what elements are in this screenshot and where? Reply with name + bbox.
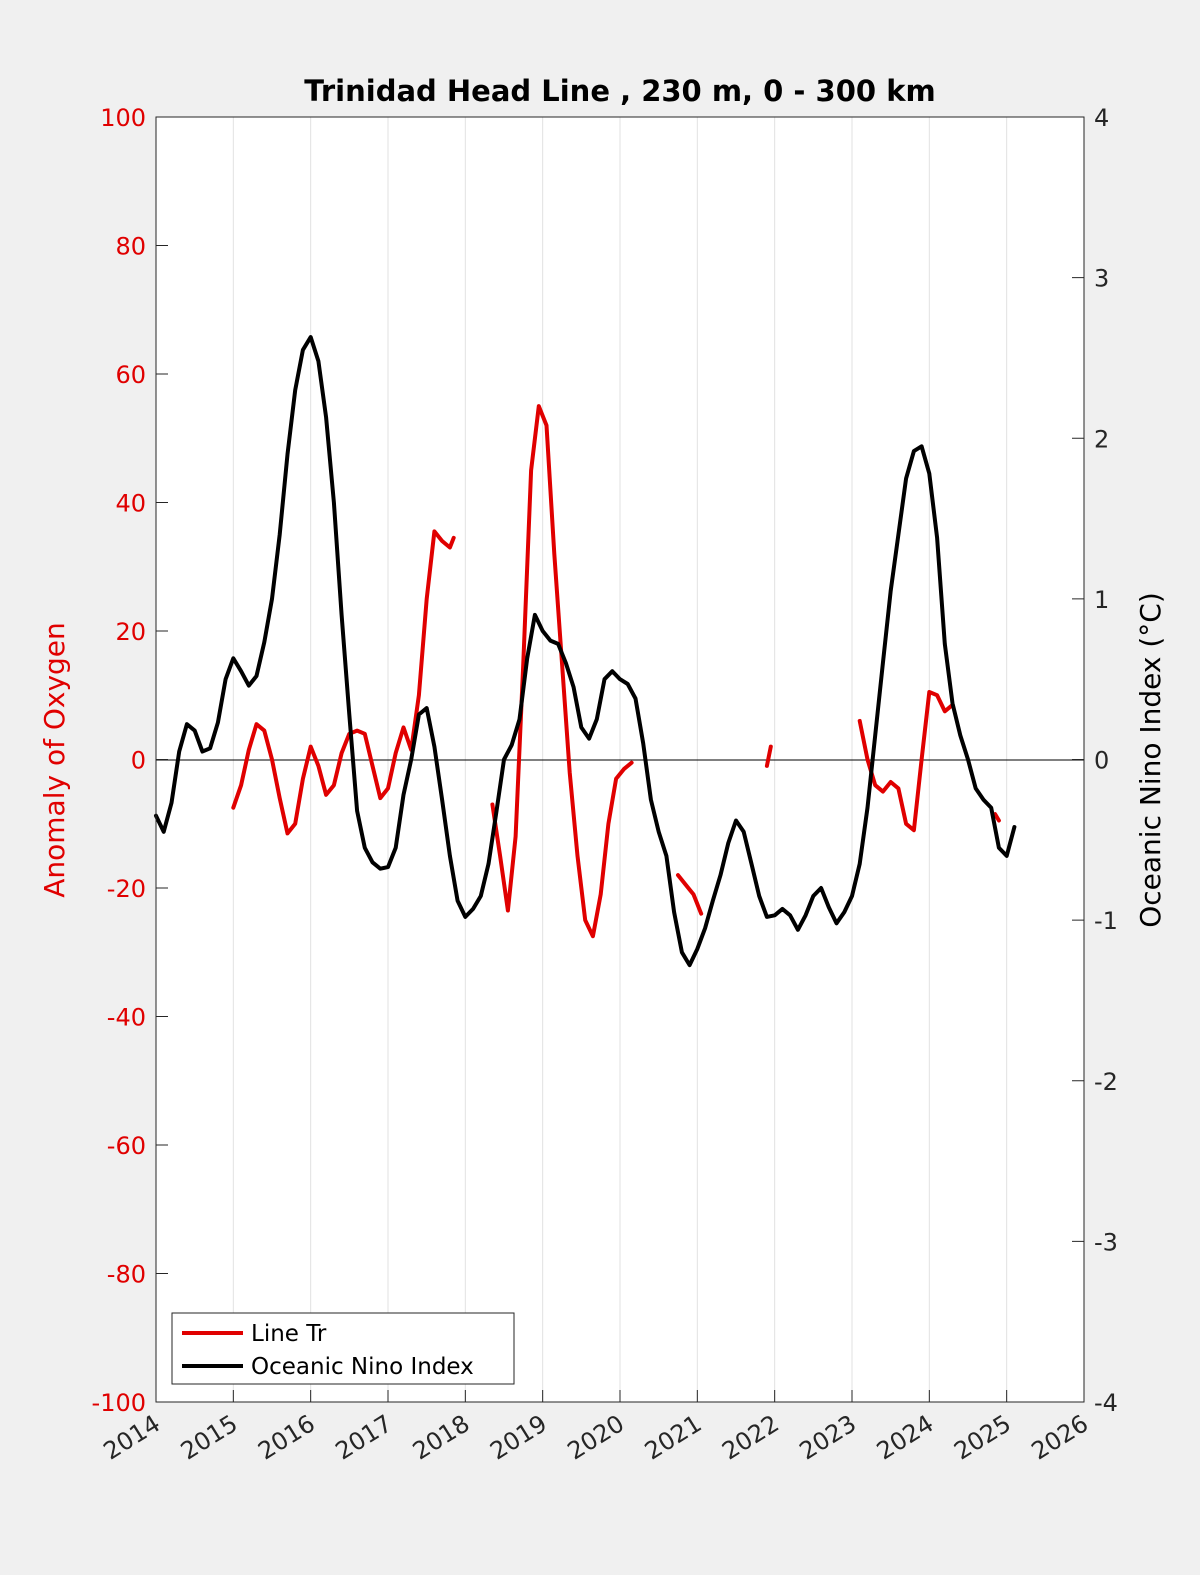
y-left-tick-label: -100	[92, 1389, 146, 1417]
series-layer	[154, 335, 1017, 968]
y-right-tick-label: 1	[1094, 586, 1109, 614]
y-left-tick-label: 100	[100, 104, 146, 132]
y-left-tick-label: 20	[115, 618, 146, 646]
y-right-tick-label: 2	[1094, 425, 1109, 453]
y-right-tick-label: 4	[1094, 104, 1109, 132]
y-left-tick-label: -60	[107, 1132, 146, 1160]
oceanic-nino-index-line	[154, 335, 1017, 968]
y-left-tick-label: 40	[115, 490, 146, 518]
legend-box	[171, 1312, 515, 1385]
y-right-tick-label: -2	[1094, 1068, 1118, 1096]
legend-oni-label: Oceanic Nino Index	[251, 1354, 474, 1380]
y-left-tick-label: -80	[107, 1261, 146, 1289]
y-left-tick-label: 60	[115, 361, 146, 389]
y-left-tick-label: 80	[115, 233, 146, 261]
line-tr-line	[857, 690, 955, 833]
y-right-tick-label: -3	[1094, 1228, 1118, 1256]
y-left-tick-label: 0	[131, 747, 146, 775]
y-right-tick-label: 0	[1094, 747, 1109, 775]
chart-title: Trinidad Head Line , 230 m, 0 - 300 km	[304, 74, 935, 108]
y-right-tick-label: -1	[1094, 907, 1118, 935]
y-axis-right-label: Oceanic Nino Index (°C)	[1134, 592, 1167, 928]
line-tr-line	[993, 812, 1001, 823]
axis-ticks: 2014 2015 2016 2017 2018 2019 2020 2021 2022 2023…	[92, 104, 1118, 1465]
line-tr-line	[764, 744, 773, 768]
y-right-tick-label: 3	[1094, 265, 1109, 293]
y-right-tick-label: -4	[1094, 1389, 1118, 1417]
line-tr-line	[231, 529, 456, 836]
line-tr-line	[490, 404, 634, 939]
legend-line-tr-label: Line Tr	[251, 1321, 327, 1347]
legend: Line Tr Oceanic Nino Index	[171, 1312, 515, 1385]
y-left-tick-label: -40	[107, 1004, 146, 1032]
y-axis-left-label: Anomaly of Oxygen	[38, 622, 71, 898]
line-tr-line	[676, 873, 704, 916]
y-left-tick-label: -20	[107, 875, 146, 903]
